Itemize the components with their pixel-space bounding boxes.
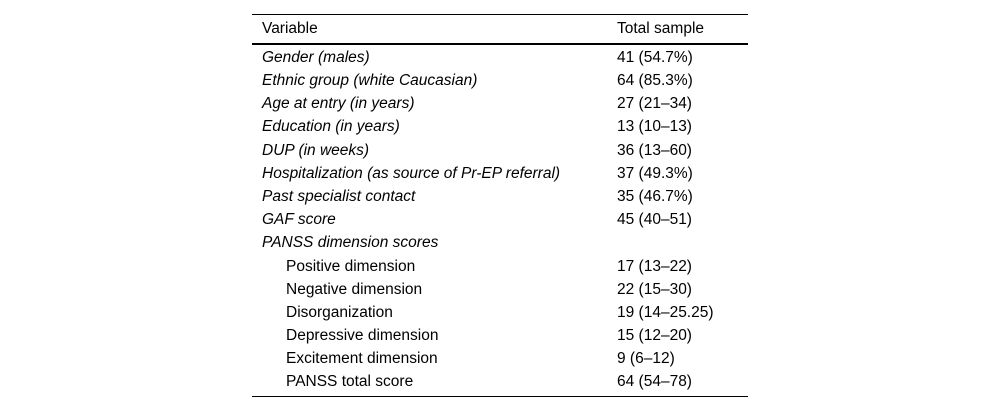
table-body: Gender (males) 41 (54.7%) Ethnic group (…: [252, 45, 748, 397]
table-row: Excitement dimension 9 (6–12): [252, 347, 748, 370]
variable-cell: Hospitalization (as source of Pr-EP refe…: [262, 164, 561, 182]
table-row: Education (in years) 13 (10–13): [252, 116, 748, 139]
table-row: Disorganization 19 (14–25.25): [252, 301, 748, 324]
value-cell: 15 (12–20): [617, 327, 692, 345]
variable-cell: PANSS total score: [286, 373, 414, 391]
table-row: DUP (in weeks) 36 (13–60): [252, 139, 748, 162]
variable-cell: Education (in years): [262, 118, 400, 136]
table-row: Negative dimension 22 (15–30): [252, 278, 748, 301]
value-cell: 41 (54.7%): [617, 48, 693, 66]
table-header-row: Variable Total sample: [252, 14, 748, 45]
table-row: Gender (males) 41 (54.7%): [252, 46, 748, 69]
value-cell: 19 (14–25.25): [617, 303, 714, 321]
table-row: Positive dimension 17 (13–22): [252, 255, 748, 278]
results-table: Variable Total sample Gender (males) 41 …: [252, 14, 748, 397]
column-header-variable: Variable: [262, 20, 318, 38]
variable-cell: Gender (males): [262, 48, 370, 66]
variable-cell: Depressive dimension: [286, 327, 439, 345]
variable-cell: Past specialist contact: [262, 187, 416, 205]
value-cell: 36 (13–60): [617, 141, 692, 159]
table-row: PANSS total score 64 (54–78): [252, 371, 748, 394]
table-row: Hospitalization (as source of Pr-EP refe…: [252, 162, 748, 185]
value-cell: 35 (46.7%): [617, 187, 693, 205]
table-row: GAF score 45 (40–51): [252, 208, 748, 231]
variable-cell: DUP (in weeks): [262, 141, 370, 159]
value-cell: 64 (85.3%): [617, 72, 693, 90]
variable-cell: GAF score: [262, 211, 336, 229]
value-cell: 22 (15–30): [617, 280, 692, 298]
variable-cell: Positive dimension: [286, 257, 416, 275]
value-cell: 45 (40–51): [617, 211, 692, 229]
value-cell: 37 (49.3%): [617, 164, 693, 182]
table-row: Depressive dimension 15 (12–20): [252, 324, 748, 347]
variable-cell: Age at entry (in years): [262, 95, 415, 113]
table-row-group-header: PANSS dimension scores: [252, 232, 748, 255]
variable-cell: PANSS dimension scores: [262, 234, 439, 252]
variable-cell: Disorganization: [286, 303, 393, 321]
value-cell: 13 (10–13): [617, 118, 692, 136]
variable-cell: Negative dimension: [286, 280, 423, 298]
column-header-total-sample: Total sample: [617, 20, 705, 38]
table-row: Ethnic group (white Caucasian) 64 (85.3%…: [252, 69, 748, 92]
table-row: Age at entry (in years) 27 (21–34): [252, 92, 748, 115]
value-cell: 9 (6–12): [617, 350, 675, 368]
value-cell: 17 (13–22): [617, 257, 692, 275]
table-row: Past specialist contact 35 (46.7%): [252, 185, 748, 208]
value-cell: 27 (21–34): [617, 95, 692, 113]
value-cell: 64 (54–78): [617, 373, 692, 391]
variable-cell: Ethnic group (white Caucasian): [262, 72, 478, 90]
variable-cell: Excitement dimension: [286, 350, 438, 368]
